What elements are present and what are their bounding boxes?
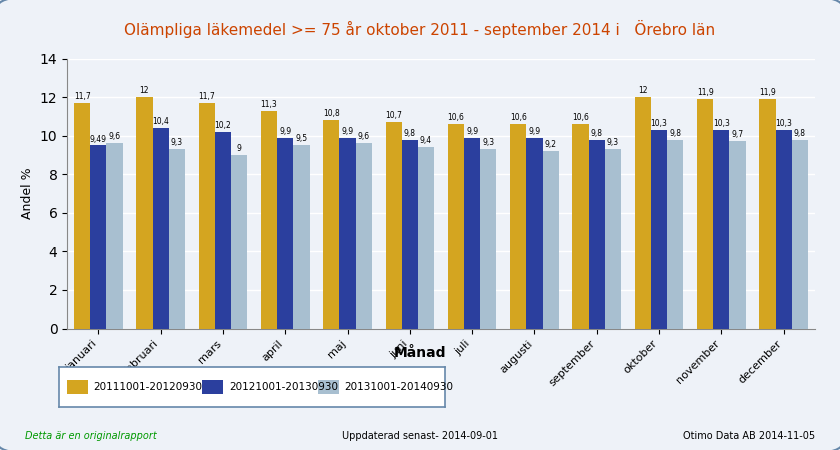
Bar <box>510 124 527 328</box>
Text: 9,6: 9,6 <box>358 132 370 141</box>
Bar <box>74 103 90 328</box>
Text: Otimo Data AB 2014-11-05: Otimo Data AB 2014-11-05 <box>683 431 815 441</box>
Bar <box>605 149 621 328</box>
Text: 11,3: 11,3 <box>260 99 277 108</box>
Text: 9,49: 9,49 <box>90 135 107 144</box>
Text: Månad: Månad <box>394 346 446 360</box>
Bar <box>231 155 247 328</box>
Text: 10,3: 10,3 <box>775 119 792 128</box>
Text: 9,9: 9,9 <box>342 126 354 135</box>
Text: 12: 12 <box>139 86 150 95</box>
Bar <box>386 122 402 328</box>
Bar <box>136 97 153 328</box>
Text: 12: 12 <box>638 86 648 95</box>
Bar <box>418 147 434 328</box>
Text: 10,7: 10,7 <box>386 111 402 120</box>
Text: 9,3: 9,3 <box>482 138 495 147</box>
Bar <box>402 140 418 328</box>
Bar <box>759 99 775 328</box>
Text: 10,8: 10,8 <box>323 109 339 118</box>
Text: 11,9: 11,9 <box>759 88 776 97</box>
Text: 20111001-20120930: 20111001-20120930 <box>93 382 202 392</box>
Bar <box>355 144 372 328</box>
Text: 9,8: 9,8 <box>669 129 681 138</box>
FancyBboxPatch shape <box>318 380 339 394</box>
Text: 11,9: 11,9 <box>696 88 713 97</box>
Bar <box>729 141 746 328</box>
Bar <box>589 140 605 328</box>
Bar <box>635 97 651 328</box>
Text: Uppdaterad senast- 2014-09-01: Uppdaterad senast- 2014-09-01 <box>342 431 498 441</box>
Text: 9,9: 9,9 <box>466 126 478 135</box>
Bar <box>792 140 808 328</box>
Text: Detta är en originalrapport: Detta är en originalrapport <box>25 431 157 441</box>
Text: 9,5: 9,5 <box>296 135 307 144</box>
Bar <box>339 138 355 328</box>
Bar <box>90 145 107 328</box>
Bar <box>293 145 310 328</box>
Bar <box>277 138 293 328</box>
Text: 10,2: 10,2 <box>214 121 231 130</box>
Text: 9,8: 9,8 <box>404 129 416 138</box>
Text: 11,7: 11,7 <box>74 92 91 101</box>
Text: 10,3: 10,3 <box>651 119 668 128</box>
Text: 9,8: 9,8 <box>591 129 603 138</box>
Text: 10,6: 10,6 <box>572 113 589 122</box>
Text: 9,6: 9,6 <box>108 132 121 141</box>
Text: 9,3: 9,3 <box>606 138 619 147</box>
Text: 9,7: 9,7 <box>732 130 743 140</box>
Bar <box>667 140 684 328</box>
Bar <box>527 138 543 328</box>
Text: 20121001-20130930: 20121001-20130930 <box>228 382 338 392</box>
Text: 9,3: 9,3 <box>171 138 183 147</box>
Bar <box>572 124 589 328</box>
Text: 9,9: 9,9 <box>528 126 540 135</box>
Y-axis label: Andel %: Andel % <box>21 168 34 219</box>
Bar <box>153 128 169 328</box>
Text: 9,9: 9,9 <box>279 126 291 135</box>
Bar <box>713 130 729 328</box>
Bar <box>323 120 339 328</box>
Text: 10,4: 10,4 <box>152 117 169 126</box>
Bar <box>697 99 713 328</box>
Text: Olämpliga läkemedel >= 75 år oktober 2011 - september 2014 i   Örebro län: Olämpliga läkemedel >= 75 år oktober 201… <box>124 20 716 38</box>
Text: 9,8: 9,8 <box>794 129 806 138</box>
Text: 20131001-20140930: 20131001-20140930 <box>344 382 454 392</box>
Text: 11,7: 11,7 <box>198 92 215 101</box>
Text: 10,6: 10,6 <box>510 113 527 122</box>
Text: 9,2: 9,2 <box>544 140 557 149</box>
Bar <box>198 103 215 328</box>
Bar <box>543 151 559 328</box>
Bar <box>775 130 792 328</box>
FancyBboxPatch shape <box>66 380 88 394</box>
Bar <box>169 149 185 328</box>
Bar <box>215 132 231 328</box>
FancyBboxPatch shape <box>202 380 223 394</box>
Bar <box>261 111 277 328</box>
Bar <box>107 144 123 328</box>
Text: 10,3: 10,3 <box>713 119 730 128</box>
Text: 10,6: 10,6 <box>448 113 465 122</box>
Bar <box>464 138 480 328</box>
Bar <box>651 130 667 328</box>
Text: 9,4: 9,4 <box>420 136 432 145</box>
Text: 9: 9 <box>237 144 242 153</box>
Bar <box>480 149 496 328</box>
Bar <box>448 124 464 328</box>
